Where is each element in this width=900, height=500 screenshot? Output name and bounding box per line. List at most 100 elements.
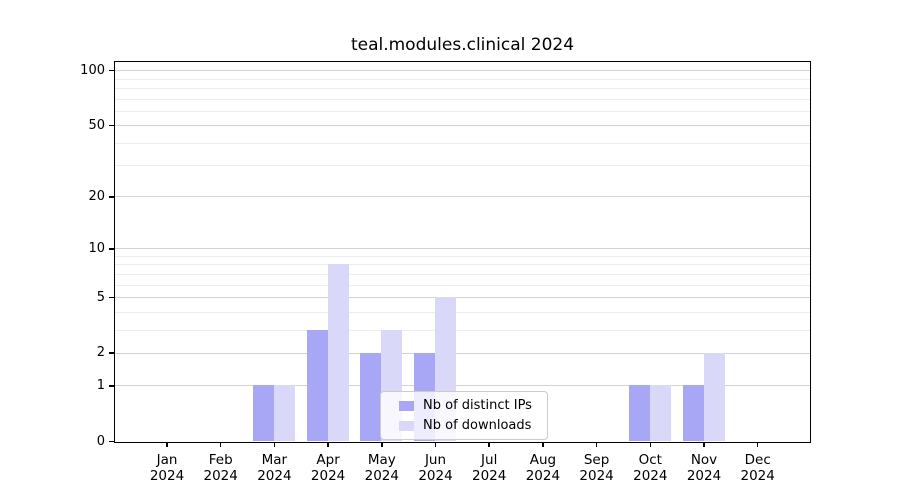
major-gridline [115, 385, 810, 387]
x-axis-tick [434, 441, 437, 447]
year-label: 2024 [310, 468, 346, 485]
x-axis-tick [327, 441, 329, 447]
bar-downloads-mar [273, 385, 295, 441]
year-label: 2024 [686, 468, 722, 485]
bar-downloads-apr [327, 264, 349, 441]
major-gridline [115, 352, 810, 354]
y-axis-tick [109, 248, 114, 250]
legend-item-downloads: Nb of downloads [399, 418, 537, 433]
year-label: 2024 [472, 468, 507, 485]
year-label: 2024 [257, 468, 292, 485]
x-axis-tick-label: Feb 2024 [189, 452, 253, 485]
month-label: Dec [744, 452, 771, 468]
legend-label-downloads: Nb of downloads [423, 418, 532, 433]
bar-downloads-nov [703, 352, 725, 441]
x-axis-tick-label: Jun 2024 [404, 452, 468, 485]
bar-distinct-ips-mar [252, 385, 274, 441]
minor-gridline [115, 256, 810, 257]
x-axis-tick-label: Sep 2024 [565, 452, 629, 485]
month-label: May [367, 452, 396, 468]
y-axis-tick-label: 2 [96, 345, 105, 361]
legend-swatch-downloads [399, 420, 414, 431]
minor-gridline [115, 284, 810, 286]
minor-gridline [115, 264, 810, 266]
y-axis-tick-label: 100 [80, 62, 105, 78]
x-axis-tick-label: Apr 2024 [296, 452, 360, 485]
bar-distinct-ips-apr [306, 329, 328, 441]
y-axis-tick [109, 352, 114, 354]
minor-gridline [115, 329, 810, 331]
year-label: 2024 [633, 468, 668, 485]
legend-item-distinct-ips: Nb of distinct IPs [399, 398, 537, 413]
bar-distinct-ips-may [360, 352, 382, 441]
x-axis-tick-label: Mar 2024 [242, 452, 306, 485]
x-axis-tick [542, 441, 544, 447]
x-axis-tick [219, 441, 222, 447]
year-label: 2024 [418, 468, 453, 485]
legend-swatch-distinct-ips [399, 400, 414, 411]
minor-gridline [115, 311, 810, 313]
bar-distinct-ips-oct [628, 385, 650, 441]
y-axis-tick-label: 50 [88, 117, 105, 133]
year-label: 2024 [203, 468, 238, 485]
major-gridline [115, 248, 810, 250]
minor-gridline [115, 110, 810, 112]
y-axis-tick-label: 1 [96, 377, 105, 393]
x-axis-tick [756, 441, 759, 447]
legend-label-distinct-ips: Nb of distinct IPs [423, 398, 532, 413]
year-label: 2024 [579, 468, 614, 485]
minor-gridline [115, 78, 810, 80]
x-axis-tick-label: May 2024 [350, 452, 414, 485]
month-label: Nov [690, 452, 718, 468]
x-axis-tick [273, 441, 276, 447]
major-gridline [115, 125, 810, 127]
minor-gridline [115, 142, 810, 144]
bar-distinct-ips-nov [682, 385, 704, 441]
y-axis-tick-label: 5 [96, 289, 105, 305]
month-label: Sep [583, 452, 610, 468]
year-label: 2024 [364, 468, 399, 485]
year-label: 2024 [149, 468, 185, 485]
year-label: 2024 [525, 468, 561, 485]
minor-gridline [115, 98, 810, 100]
y-axis-tick [109, 196, 114, 198]
month-label: Mar [261, 452, 288, 468]
month-label: Aug [529, 452, 557, 468]
bar-downloads-oct [649, 385, 671, 441]
major-gridline [115, 70, 810, 72]
y-axis-tick [109, 124, 114, 127]
y-axis-tick-label: 0 [96, 433, 105, 449]
year-label: 2024 [740, 468, 775, 485]
x-axis-tick-label: Jul 2024 [457, 452, 521, 485]
y-axis-tick-label: 20 [88, 188, 105, 204]
x-axis-tick [595, 441, 598, 447]
legend: Nb of distinct IPs Nb of downloads [380, 391, 548, 440]
x-axis-tick [649, 441, 652, 447]
x-axis-tick-label: Nov 2024 [672, 452, 736, 485]
x-axis-tick [488, 441, 490, 447]
minor-gridline [115, 273, 810, 275]
x-axis-tick [703, 441, 705, 447]
y-axis-tick-label: 10 [88, 240, 105, 256]
y-axis-tick [109, 296, 114, 299]
x-axis-tick-label: Jan 2024 [135, 452, 199, 485]
x-axis-tick [381, 441, 383, 447]
month-label: Apr [316, 452, 340, 468]
minor-gridline [115, 87, 810, 89]
month-label: Jan [156, 452, 178, 468]
plot-area [114, 61, 811, 443]
x-axis-tick-label: Aug 2024 [511, 452, 575, 485]
month-label: Feb [208, 452, 233, 468]
x-axis-tick-label: Oct 2024 [618, 452, 682, 485]
minor-gridline [115, 165, 810, 167]
x-axis-tick-label: Dec 2024 [726, 452, 790, 485]
y-axis-tick [109, 69, 114, 72]
major-gridline [115, 196, 810, 198]
x-axis-tick [166, 441, 168, 447]
y-axis-tick [109, 440, 114, 443]
major-gridline [115, 297, 810, 299]
chart-title: teal.modules.clinical 2024 [350, 35, 575, 55]
month-label: Oct [638, 452, 662, 468]
y-axis-tick [109, 385, 114, 387]
month-label: Jul [481, 452, 498, 468]
